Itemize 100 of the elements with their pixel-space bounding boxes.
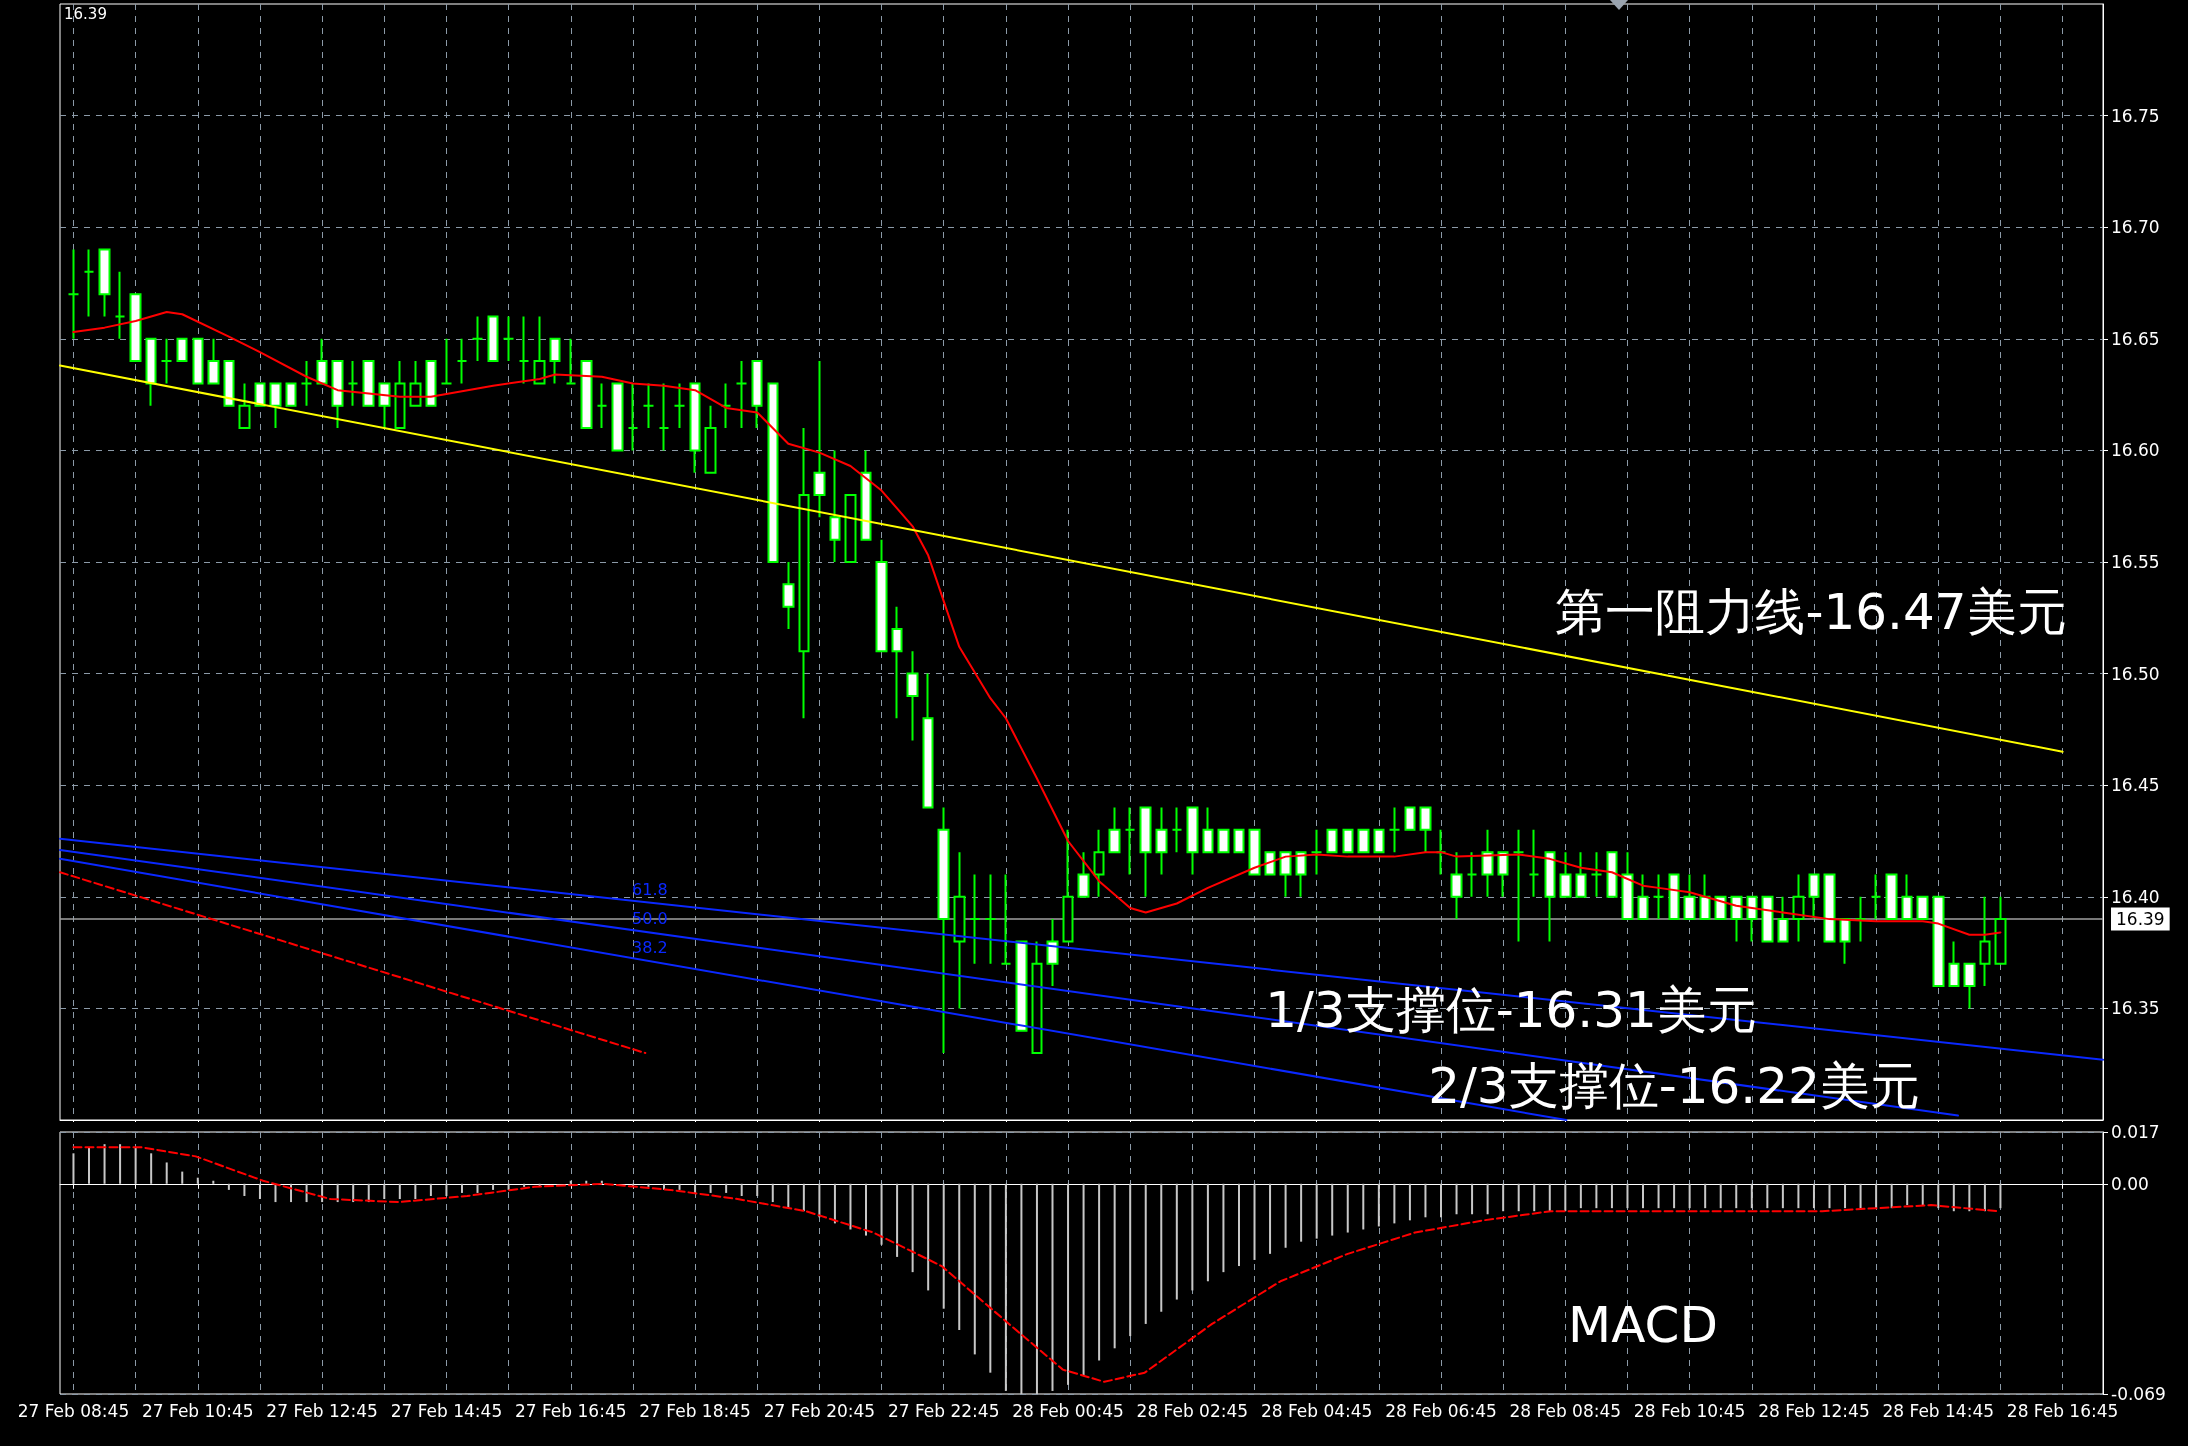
candlestick [782, 561, 795, 630]
bar [1859, 1183, 1862, 1209]
candlestick [1948, 940, 1960, 988]
bar [1237, 1183, 1240, 1267]
candlestick [1621, 851, 1634, 921]
bar [709, 1183, 712, 1193]
candlestick [798, 427, 810, 720]
candlestick [735, 360, 748, 430]
x-tick-label: 27 Feb 18:45 [639, 1400, 751, 1421]
bar [1844, 1183, 1847, 1209]
candlestick [362, 360, 375, 407]
bar [849, 1183, 852, 1230]
candlestick [1979, 895, 1991, 988]
candlestick [565, 337, 577, 385]
bar [352, 1183, 355, 1203]
candlestick [1326, 828, 1338, 854]
x-tick-label: 27 Feb 10:45 [142, 1400, 254, 1421]
bar [1269, 1183, 1272, 1254]
bar [927, 1183, 930, 1291]
bar [1906, 1183, 1909, 1206]
bar [585, 1180, 588, 1184]
bar [1766, 1183, 1769, 1209]
candlestick [1186, 806, 1199, 876]
bar [72, 1153, 75, 1184]
candlestick [875, 538, 888, 653]
candlestick [642, 382, 655, 430]
candlestick [1155, 806, 1168, 876]
bar [1067, 1183, 1070, 1385]
bar [1564, 1183, 1567, 1212]
candlestick [176, 337, 188, 363]
candlestick [192, 337, 204, 385]
candlestick [1714, 895, 1727, 921]
candlestick [1761, 895, 1774, 943]
candlestick [1497, 851, 1509, 898]
x-tick-label: 28 Feb 02:45 [1136, 1400, 1249, 1421]
bar [833, 1183, 836, 1224]
candlestick [1512, 828, 1525, 943]
bar [1362, 1183, 1365, 1230]
candlestick [1342, 828, 1354, 854]
bar [227, 1183, 230, 1190]
bar [1517, 1183, 1520, 1212]
candlestick [1901, 873, 1913, 921]
x-tick-label: 28 Feb 12:45 [1758, 1400, 1870, 1421]
candlestick [409, 360, 422, 407]
bar [911, 1183, 914, 1273]
bar [1626, 1183, 1629, 1209]
bar [1502, 1183, 1505, 1212]
candlestick [1683, 873, 1696, 921]
candlestick [767, 382, 779, 563]
x-tick-label: 28 Feb 06:45 [1385, 1400, 1497, 1421]
bar [1735, 1183, 1738, 1209]
candlestick [316, 337, 328, 385]
candlestick [1652, 873, 1665, 921]
candlestick [813, 360, 826, 519]
candlestick [596, 382, 608, 430]
bar [383, 1183, 386, 1200]
candlestick [83, 248, 95, 318]
candlestick [129, 293, 142, 363]
bar [740, 1183, 743, 1196]
x-tick-label: 27 Feb 14:45 [390, 1400, 503, 1421]
bar [1657, 1183, 1660, 1209]
bar [476, 1183, 479, 1193]
bar [1129, 1183, 1132, 1337]
candlestick [502, 315, 515, 363]
candlestick [549, 337, 561, 385]
candlestick [1559, 851, 1572, 898]
candlestick [1854, 895, 1867, 943]
series-label: 50.0 [632, 909, 668, 929]
x-tick-label: 27 Feb 16:45 [514, 1400, 627, 1421]
bar [1937, 1183, 1940, 1209]
bar [134, 1147, 137, 1184]
candlestick [1932, 895, 1945, 988]
bar [1082, 1183, 1085, 1376]
y-tick-label: 16.65 [2111, 328, 2160, 349]
candlestick [1870, 873, 1882, 921]
x-tick-label: 27 Feb 12:45 [266, 1400, 378, 1421]
bar [1098, 1183, 1101, 1361]
bar [896, 1183, 899, 1257]
candlestick [1404, 806, 1416, 831]
candlestick [1388, 806, 1401, 854]
candlestick [98, 248, 111, 318]
candlestick [1248, 828, 1261, 876]
bar [1424, 1183, 1427, 1218]
bar [1610, 1183, 1613, 1209]
y-tick-label: 16.35 [2111, 998, 2160, 1019]
candlestick [891, 605, 903, 720]
bar [1968, 1183, 1971, 1212]
bar [103, 1144, 106, 1184]
bar [492, 1183, 495, 1190]
candlestick [1885, 873, 1898, 921]
y-tick-label: 16.40 [2111, 886, 2160, 907]
candlestick [285, 382, 297, 407]
bar [1315, 1183, 1318, 1239]
bar [1828, 1183, 1831, 1209]
bar [1160, 1183, 1163, 1312]
bar [1999, 1183, 2002, 1209]
candlestick [1031, 940, 1043, 1055]
candlestick [207, 337, 220, 385]
bar [1222, 1183, 1225, 1273]
candlestick [1450, 851, 1463, 921]
